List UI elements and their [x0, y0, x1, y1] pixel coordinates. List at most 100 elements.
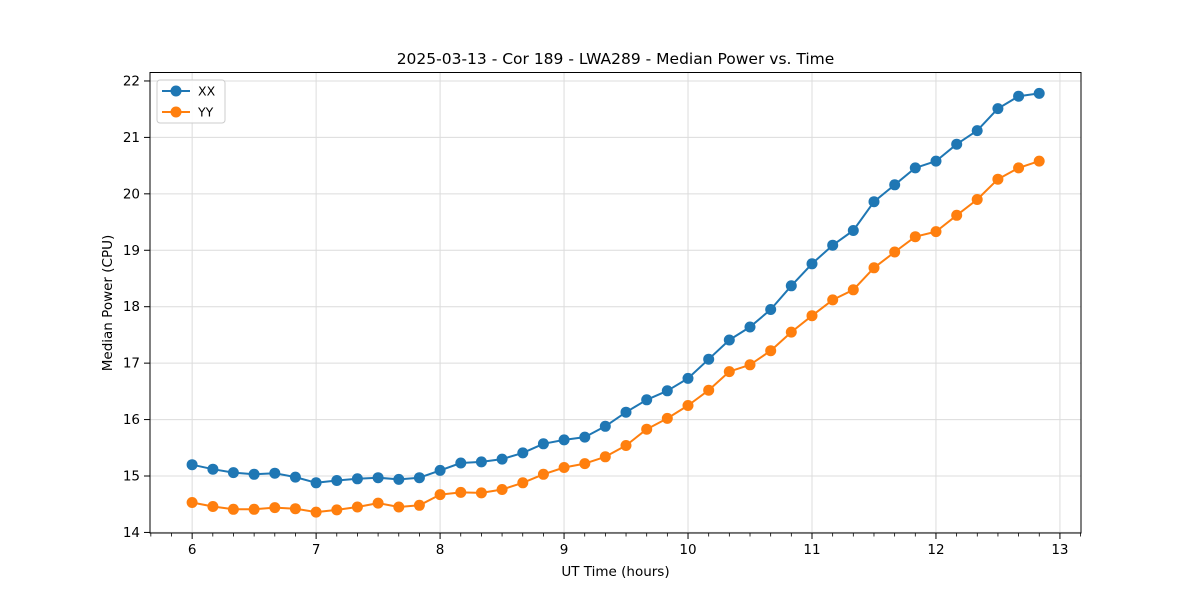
data-point-yy [413, 499, 425, 511]
data-point-yy [186, 497, 198, 508]
data-point-yy [496, 484, 508, 495]
data-point-xx [227, 467, 239, 479]
tick-layer: 6 7 8 9 10 11 12 13 14 15 16 17 18 19 20 21 22 [123, 73, 1081, 558]
data-point-xx [537, 438, 549, 450]
data-point-xx [331, 475, 343, 486]
x-tick-label: 6 [188, 542, 197, 558]
data-point-yy [351, 501, 363, 513]
data-point-xx [641, 394, 653, 406]
data-point-xx [661, 385, 673, 397]
data-point-yy [248, 503, 260, 515]
series-layer [186, 87, 1045, 518]
y-tick-label: 15 [123, 469, 140, 485]
data-point-xx [909, 162, 921, 174]
data-point-xx [971, 125, 983, 137]
data-point-yy [889, 246, 901, 258]
data-point-xx [579, 431, 591, 443]
y-tick-label: 21 [123, 130, 140, 146]
data-point-yy [207, 501, 219, 512]
data-point-xx [558, 434, 570, 446]
data-point-yy [827, 294, 839, 306]
data-point-yy [1013, 162, 1025, 174]
data-point-yy [517, 477, 529, 489]
data-point-xx [289, 471, 301, 483]
data-point-yy [599, 451, 611, 463]
data-point-xx [310, 477, 322, 489]
data-point-xx [1013, 90, 1025, 102]
data-point-yy [847, 284, 859, 296]
x-tick-label: 12 [927, 542, 944, 558]
data-point-yy [310, 506, 322, 518]
y-tick-label: 14 [123, 525, 140, 541]
data-point-xx [393, 473, 405, 485]
data-point-xx [847, 225, 859, 236]
data-point-yy [806, 310, 818, 322]
data-point-yy [537, 468, 549, 480]
data-point-xx [599, 420, 611, 432]
data-point-xx [455, 457, 467, 469]
legend-label-yy: YY [197, 105, 214, 120]
data-point-xx [951, 138, 963, 150]
data-point-yy [579, 458, 591, 470]
data-point-yy [682, 400, 694, 411]
y-tick-label: 18 [123, 299, 140, 315]
data-point-yy [1033, 155, 1045, 167]
data-point-yy [785, 326, 797, 338]
data-point-yy [723, 366, 735, 378]
x-tick-label: 9 [560, 542, 569, 558]
data-point-xx [248, 468, 260, 480]
data-point-xx [186, 459, 198, 471]
legend-label-xx: XX [198, 84, 216, 99]
x-tick-label: 13 [1051, 542, 1068, 558]
data-point-xx [703, 353, 715, 365]
data-point-yy [558, 462, 570, 473]
data-point-xx [765, 304, 777, 315]
chart-title: 2025-03-13 - Cor 189 - LWA289 - Median P… [397, 50, 835, 68]
data-point-xx [682, 372, 694, 384]
data-point-yy [227, 503, 239, 515]
data-point-yy [909, 231, 921, 243]
data-point-xx [868, 196, 880, 208]
data-point-yy [393, 501, 405, 513]
data-point-yy [992, 173, 1004, 185]
data-point-yy [289, 503, 301, 515]
data-point-yy [475, 487, 487, 499]
x-tick-label: 7 [312, 542, 321, 558]
data-point-xx [620, 406, 632, 418]
data-point-yy [661, 412, 673, 424]
data-point-yy [641, 423, 653, 435]
data-point-yy [331, 504, 343, 516]
data-point-yy [703, 384, 715, 396]
data-point-xx [269, 467, 281, 479]
plot-area-border [149, 72, 1082, 534]
data-point-xx [723, 334, 735, 346]
y-axis-label: Median Power (CPU) [100, 235, 116, 371]
data-point-xx [496, 453, 508, 465]
data-point-yy [868, 262, 880, 274]
y-tick-label: 19 [123, 243, 140, 259]
data-point-yy [434, 489, 446, 501]
data-point-xx [889, 179, 901, 191]
data-point-xx [1033, 87, 1045, 99]
data-point-xx [413, 472, 425, 484]
data-point-yy [620, 440, 632, 451]
data-point-yy [372, 497, 384, 509]
x-axis-label: UT Time (hours) [561, 564, 669, 580]
y-tick-label: 20 [123, 186, 140, 202]
data-point-xx [475, 456, 487, 468]
y-tick-label: 17 [123, 356, 140, 372]
data-point-xx [992, 103, 1004, 115]
data-point-xx [785, 280, 797, 292]
data-point-yy [951, 209, 963, 221]
x-tick-label: 8 [436, 542, 445, 558]
data-point-yy [744, 359, 756, 371]
data-point-xx [517, 447, 529, 459]
data-point-yy [930, 226, 942, 238]
data-point-xx [351, 473, 363, 485]
data-point-yy [455, 486, 467, 498]
data-point-xx [806, 258, 818, 270]
data-point-xx [207, 463, 219, 475]
legend-marker-yy-icon [170, 106, 182, 118]
